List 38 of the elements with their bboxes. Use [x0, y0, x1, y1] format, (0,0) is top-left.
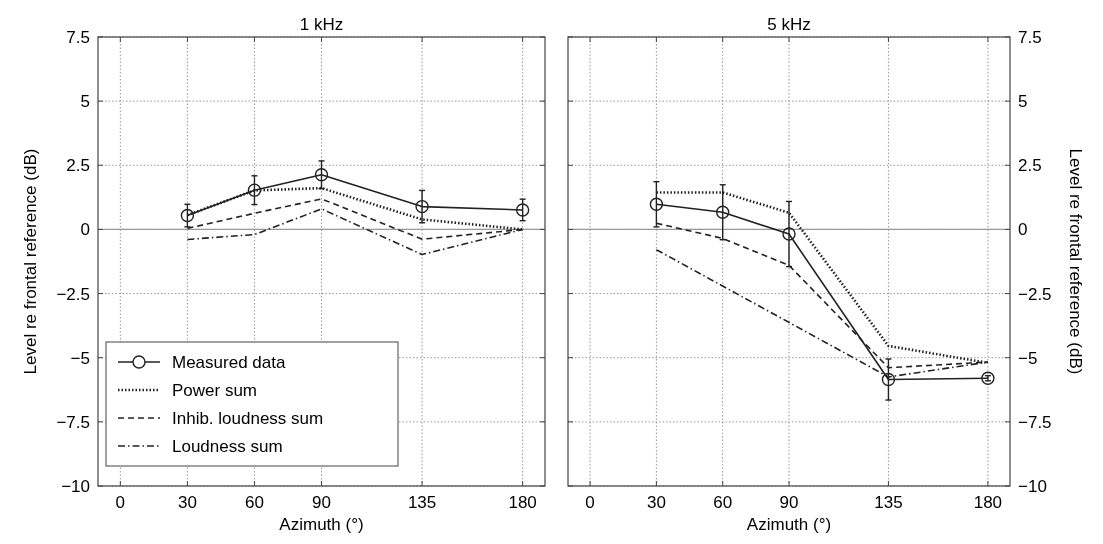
y2-tick-label: −7.5 [1018, 412, 1052, 432]
y-tick-label: −2.5 [56, 284, 90, 304]
y2-tick-label: −5 [1018, 348, 1038, 368]
x-tick-label: 0 [115, 493, 126, 512]
legend-label: Loudness sum [172, 437, 283, 456]
legend-label: Power sum [172, 381, 258, 400]
chart-title: 5 kHz [767, 15, 811, 34]
y-tick-label: 2.5 [66, 156, 90, 176]
y2-tick-label: 2.5 [1018, 156, 1042, 176]
x-tick-label: 60 [244, 493, 264, 512]
y-tick-label: 5 [80, 92, 90, 112]
y2-tick-label: 5 [1018, 92, 1028, 112]
x-tick-label: 30 [177, 493, 197, 512]
y-tick-label: −10 [61, 477, 90, 496]
y2-tick-label: −2.5 [1018, 284, 1052, 304]
x-tick-label: 135 [407, 493, 437, 512]
x-tick-label: 30 [646, 493, 666, 512]
x-axis-title: Azimuth (°) [279, 515, 364, 534]
y-tick-label: −7.5 [56, 412, 90, 432]
x-tick-label: 180 [508, 493, 537, 512]
x-tick-label: 90 [779, 493, 799, 512]
x-tick-label: 60 [713, 493, 733, 512]
y-tick-label: −5 [70, 348, 90, 368]
x-tick-label: 0 [585, 493, 595, 512]
x-tick-label: 180 [973, 493, 1003, 512]
y-axis-title: Level re frontal reference (dB) [21, 148, 40, 375]
legend-label: Inhib. loudness sum [172, 409, 324, 428]
y-tick-label: 0 [80, 220, 90, 240]
x-tick-label: 135 [874, 493, 903, 512]
legend-label: Measured data [172, 353, 286, 372]
x-axis-title: Azimuth (°) [746, 515, 832, 534]
y-tick-label: 7.5 [66, 28, 90, 47]
y2-tick-label: 7.5 [1018, 28, 1042, 47]
y2-axis-title: Level re frontal reference (dB) [1066, 148, 1085, 375]
y2-tick-label: −10 [1018, 477, 1047, 496]
y2-tick-label: 0 [1018, 220, 1028, 240]
chart-title: 1 kHz [299, 15, 344, 34]
x-tick-label: 90 [312, 493, 331, 512]
